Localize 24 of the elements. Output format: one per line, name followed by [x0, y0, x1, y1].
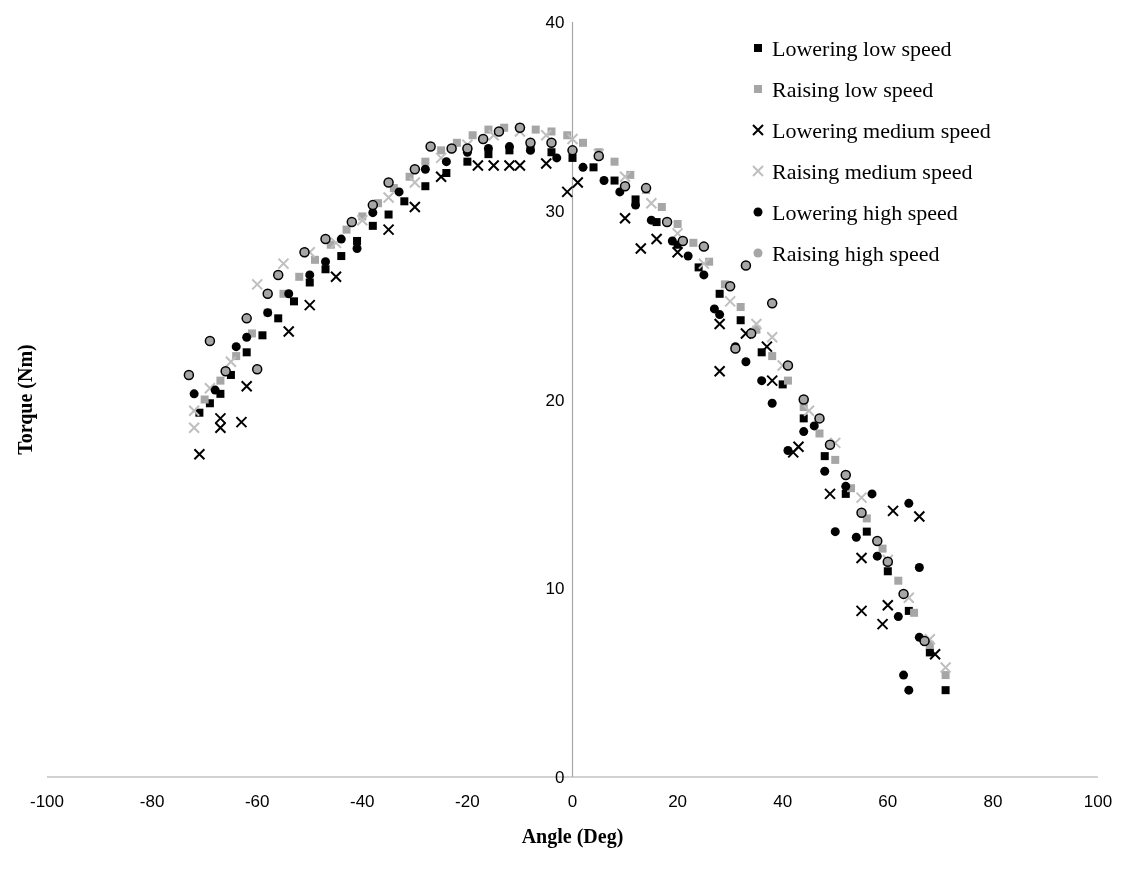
legend-label: Raising medium speed — [772, 159, 973, 184]
legend-label: Lowering low speed — [772, 36, 952, 61]
legend-label: Lowering high speed — [772, 200, 958, 225]
x-tick-label: 40 — [773, 792, 793, 811]
x-tick-label: 0 — [567, 792, 578, 811]
y-tick-label: 30 — [545, 201, 565, 221]
x-tick-label: -80 — [139, 792, 165, 811]
y-tick-label: 20 — [545, 390, 565, 410]
legend-label: Raising low speed — [772, 77, 934, 102]
y-axis-title: Torque (Nm) — [14, 344, 37, 455]
x-tick-label: -20 — [455, 792, 480, 811]
y-tick-label: 0 — [555, 768, 565, 787]
legend-label: Raising high speed — [772, 241, 940, 266]
x-tick-label: 80 — [983, 792, 1003, 811]
x-tick-label: 60 — [878, 792, 898, 811]
x-tick-label: 100 — [1083, 792, 1113, 811]
y-tick-label: 10 — [545, 579, 565, 599]
legend-label: Lowering medium speed — [772, 118, 991, 143]
y-tick-label: 40 — [545, 13, 565, 32]
x-tick-label: -100 — [29, 792, 65, 811]
x-axis-title: Angle (Deg) — [521, 825, 624, 848]
x-tick-label: -60 — [244, 792, 270, 811]
x-tick-label: 20 — [668, 792, 688, 811]
x-tick-label: -40 — [350, 792, 375, 811]
